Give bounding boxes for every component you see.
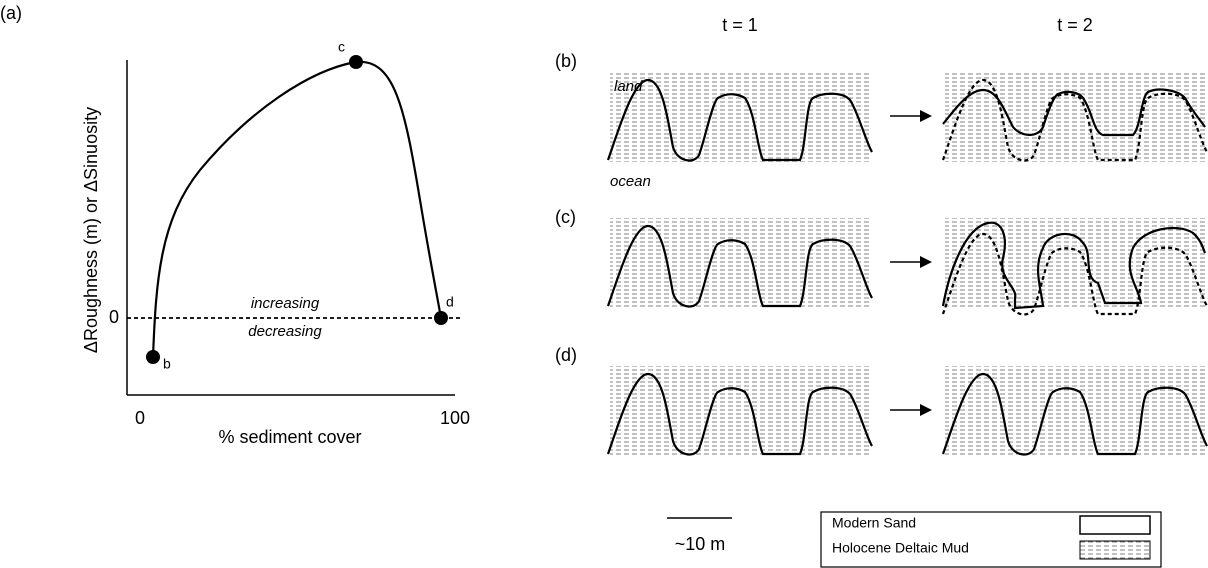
legend-label: Holocene Deltaic Mud xyxy=(832,540,969,556)
arrow-head xyxy=(920,404,932,416)
scale-label: ~10 m xyxy=(675,534,726,554)
zero-line-label: increasing xyxy=(251,295,320,312)
point-label: d xyxy=(446,294,454,310)
x-tick-label: 0 xyxy=(135,408,145,428)
time-label: t = 2 xyxy=(1057,15,1093,35)
mud-area xyxy=(945,218,1207,308)
mud-area xyxy=(945,366,1207,456)
point-label: c xyxy=(338,39,345,55)
legend-swatch xyxy=(1079,540,1151,560)
mud-area xyxy=(610,72,872,162)
zero-line-label: decreasing xyxy=(248,323,322,340)
point xyxy=(146,350,160,364)
mud-area xyxy=(610,366,872,456)
panel-label: (a) xyxy=(0,3,22,23)
panel-label: (d) xyxy=(555,345,577,365)
x-tick-label: 100 xyxy=(440,408,470,428)
point xyxy=(434,311,448,325)
point xyxy=(349,55,363,69)
arrow-head xyxy=(920,110,932,122)
curve xyxy=(151,60,443,358)
legend-swatch xyxy=(1079,515,1151,535)
legend-label: Modern Sand xyxy=(832,515,916,531)
x-axis-label: % sediment cover xyxy=(218,427,361,447)
time-label: t = 1 xyxy=(722,15,758,35)
panel-label: (b) xyxy=(555,51,577,71)
mud-area xyxy=(945,72,1207,162)
arrow-head xyxy=(920,256,932,268)
panel-label: (c) xyxy=(555,207,576,227)
y-tick-label: 0 xyxy=(109,307,119,327)
y-axis-label: ΔRoughness (m) or ΔSinuosity xyxy=(81,107,101,353)
mud-area xyxy=(610,218,872,308)
point-label: b xyxy=(163,356,171,372)
annotation: land xyxy=(614,78,643,95)
annotation: ocean xyxy=(610,173,651,190)
